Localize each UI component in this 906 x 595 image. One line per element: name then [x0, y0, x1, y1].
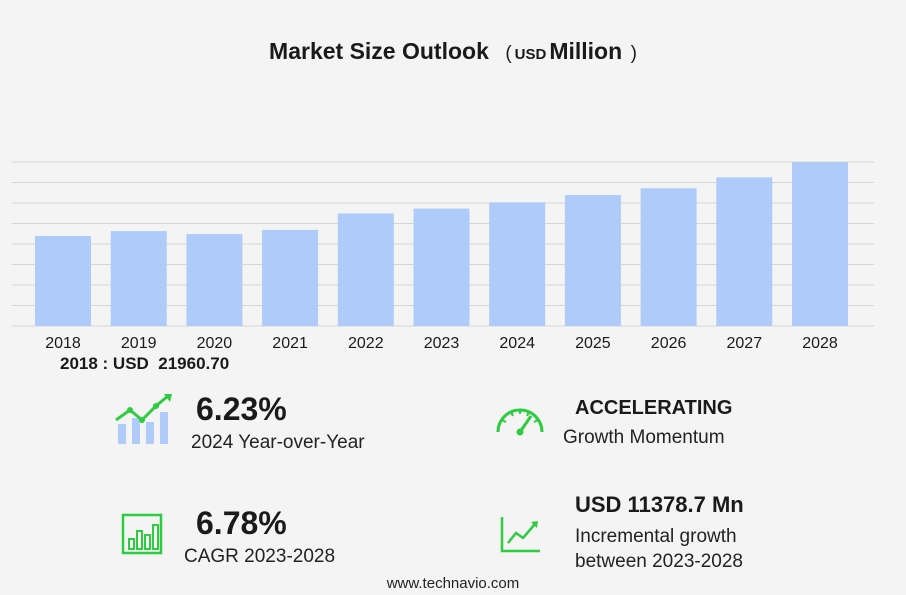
momentum-label: Growth Momentum [563, 427, 725, 448]
title-main: Market Size Outlook [269, 38, 489, 64]
bar-2021 [262, 229, 319, 326]
line-chart-icon [500, 517, 540, 553]
x-tick-label: 2023 [424, 335, 460, 352]
incremental-label-line1: Incremental growth [575, 526, 737, 547]
base-year-label: 2018 : USD 21960.70 [60, 354, 230, 373]
footer-url: www.technavio.com [386, 575, 520, 592]
title-unit-large: Million [549, 38, 623, 64]
bar-2024 [489, 202, 546, 326]
bar-2022 [337, 213, 394, 326]
bar-2028 [792, 162, 848, 326]
x-tick-label: 2019 [121, 335, 157, 352]
bar-2019 [110, 231, 167, 326]
x-tick-label: 2028 [802, 335, 838, 352]
yoy-label: 2024 Year-over-Year [191, 432, 365, 453]
x-tick-label: 2021 [272, 335, 308, 352]
speedometer-icon [496, 408, 544, 436]
bar-2020 [186, 234, 243, 326]
yoy-value: 6.23% [196, 391, 287, 427]
chart-title: Market Size Outlook (USD Million ) [0, 38, 906, 65]
bar-2025 [564, 195, 621, 326]
title-paren-close: ) [630, 43, 637, 64]
x-tick-label: 2026 [651, 335, 687, 352]
x-tick-label: 2027 [727, 335, 763, 352]
bar-chart: 2018 2019 2020 2021 2022 2023 2024 2025 2026 2027… [12, 161, 874, 352]
cagr-value: 6.78% [196, 505, 287, 541]
bar-2027 [716, 177, 773, 326]
title-paren-open: ( [505, 43, 512, 64]
growth-chart-icon [115, 394, 172, 444]
incremental-value: USD 11378.7 Mn [575, 492, 744, 517]
x-tick-label: 2018 [45, 335, 81, 352]
momentum-value: ACCELERATING [575, 397, 733, 419]
bar-2018 [35, 235, 91, 326]
x-tick-label: 2022 [348, 335, 384, 352]
x-tick-label: 2025 [575, 335, 611, 352]
bar-chart-icon [121, 513, 163, 555]
incremental-label-line2: between 2023-2028 [575, 551, 743, 572]
bar-2026 [640, 188, 697, 326]
title-unit-small: USD [514, 46, 547, 63]
bar-2023 [413, 208, 470, 326]
x-tick-label: 2024 [499, 335, 535, 352]
x-tick-label: 2020 [197, 335, 233, 352]
cagr-label: CAGR 2023-2028 [184, 546, 336, 567]
